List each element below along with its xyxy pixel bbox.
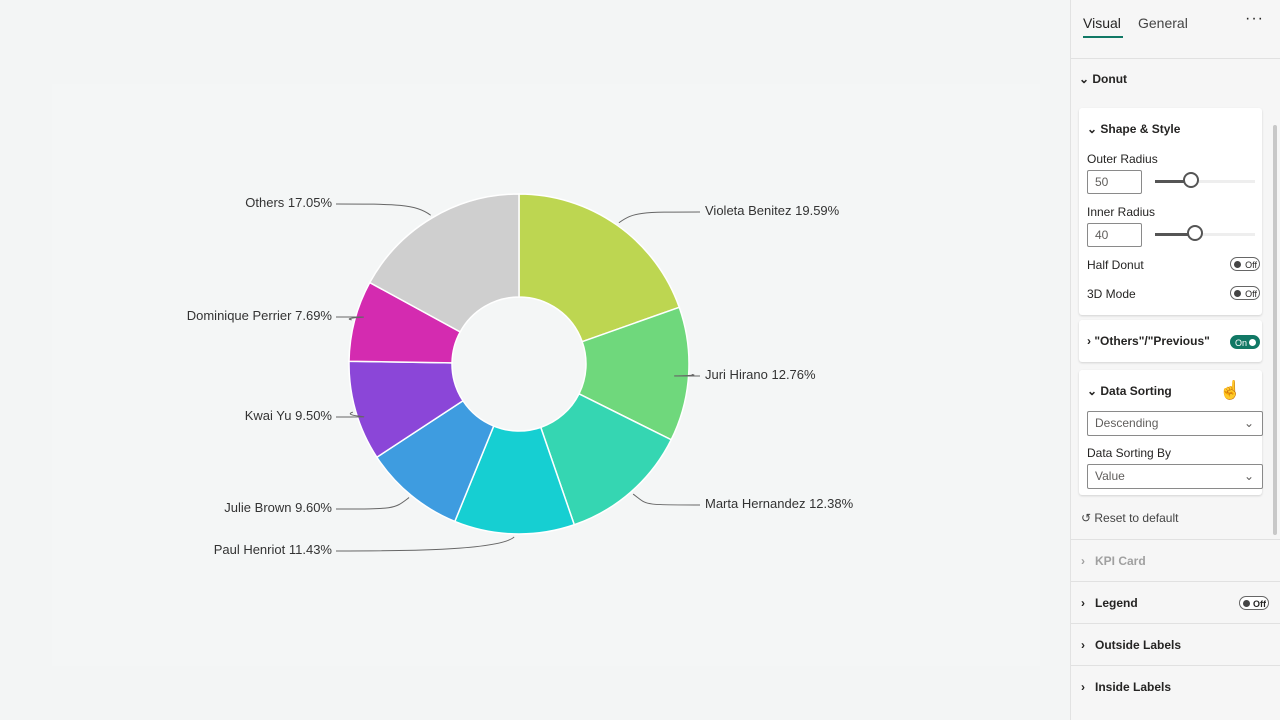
leader-line [335, 316, 364, 321]
label-name: Marta Hernandez [705, 496, 805, 511]
data-label: Marta Hernandez 12.38% [705, 496, 854, 511]
more-button[interactable]: ··· [1245, 10, 1264, 27]
section-title: KPI Card [1095, 554, 1146, 568]
donut-slice [577, 306, 690, 441]
toggle-state: On [1235, 338, 1248, 348]
donut-slice [518, 193, 681, 343]
card-title: "Others"/"Previous" [1094, 334, 1210, 348]
label-name: Paul Henriot [214, 542, 286, 557]
cursor: ☝ [1219, 380, 1242, 400]
slider-track[interactable] [1155, 233, 1255, 236]
section[interactable]: › KPI Card [1071, 539, 1280, 581]
field-label: Outer Radius [1087, 152, 1158, 166]
toggle-state: Off [1245, 289, 1257, 299]
card-header[interactable]: ⌄ Shape & Style [1087, 122, 1181, 136]
leader-line [335, 411, 365, 418]
card-header[interactable]: › "Others"/"Previous" [1087, 334, 1210, 348]
field-label: Data Sorting By [1087, 446, 1172, 460]
data-label: Julie Brown 9.60% [224, 500, 332, 515]
tab[interactable]: General [1138, 15, 1188, 31]
toggle[interactable]: On [1230, 335, 1260, 349]
toggle-state: Off [1245, 260, 1257, 270]
data-label: Others 17.05% [245, 195, 332, 210]
field-label: Half Donut [1087, 258, 1144, 272]
slider-track[interactable] [1155, 180, 1255, 183]
tab-underline [1083, 36, 1123, 38]
toggle[interactable]: Off [1230, 286, 1260, 300]
dropdown[interactable]: Value ⌄ [1087, 464, 1263, 489]
card: ⌄ Data Sorting Descending ⌄ Data Sorting … [1079, 370, 1263, 495]
data-label: Violeta Benitez 19.59% [705, 203, 840, 218]
data-label: Juri Hirano 12.76% [705, 367, 816, 382]
format-pane: Visual General ··· ⌄ Donut ⌄ Shape & Sty… [1070, 0, 1280, 720]
input-value: 40 [1095, 228, 1109, 242]
card-title: Shape & Style [1100, 122, 1181, 136]
reset-button[interactable]: ↺ Reset to default [1081, 511, 1179, 525]
label-name: Others [245, 195, 285, 210]
label-value: 9.60% [295, 500, 332, 515]
section-title: Inside Labels [1095, 680, 1172, 694]
number-input[interactable]: 50 [1087, 170, 1142, 194]
label-value: 9.50% [295, 408, 332, 423]
dropdown[interactable]: Descending ⌄ [1087, 411, 1263, 436]
data-label: Dominique Perrier 7.69% [187, 308, 333, 323]
chart: Violeta Benitez 19.59% Juri Hirano 12.76%… [52, 84, 1040, 666]
card: ⌄ Shape & Style Outer Radius 50 Inner Ra… [1079, 108, 1262, 315]
leader-line [335, 536, 515, 552]
card-header[interactable]: ⌄ Data Sorting [1087, 384, 1172, 398]
leader-line [632, 493, 701, 506]
label-value: 11.43% [289, 542, 333, 557]
divider [1071, 58, 1280, 59]
section[interactable]: › Inside Labels [1071, 665, 1280, 707]
toggle-state: Off [1253, 599, 1266, 609]
number-input[interactable]: 40 [1087, 223, 1142, 247]
dropdown-value: Value [1095, 469, 1125, 483]
dropdown-value: Descending [1095, 416, 1159, 430]
field-label: 3D Mode [1087, 287, 1136, 301]
section-title: Outside Labels [1095, 638, 1182, 652]
slider-thumb[interactable] [1187, 225, 1203, 241]
donut-slice [368, 193, 520, 333]
tab[interactable]: Visual [1083, 15, 1121, 31]
scrollbar[interactable] [1273, 125, 1277, 535]
section[interactable]: › Legend Off [1071, 581, 1280, 623]
label-name: Kwai Yu [245, 408, 292, 423]
slider-thumb[interactable] [1183, 172, 1199, 188]
leader-line [335, 203, 432, 216]
card-title: Data Sorting [1100, 384, 1172, 398]
field-label: Inner Radius [1087, 205, 1156, 219]
leader-line [335, 497, 410, 510]
data-label: Kwai Yu 9.50% [245, 408, 333, 423]
toggle[interactable]: Off [1239, 596, 1269, 610]
section[interactable]: › Outside Labels [1071, 623, 1280, 665]
label-value: 19.59% [795, 203, 840, 218]
label-name: Julie Brown [224, 500, 291, 515]
data-label: Paul Henriot 11.43% [214, 542, 333, 557]
input-value: 50 [1095, 175, 1109, 189]
section-title: Donut [1092, 72, 1128, 86]
section-title: Legend [1095, 596, 1138, 610]
label-name: Dominique Perrier [187, 308, 292, 323]
toggle[interactable]: Off [1230, 257, 1260, 271]
leader-line [674, 374, 701, 377]
label-name: Violeta Benitez [705, 203, 792, 218]
leader-line [618, 211, 701, 224]
section-header[interactable]: ⌄ Donut [1079, 72, 1128, 86]
card: › "Others"/"Previous" On [1079, 320, 1262, 362]
label-value: 12.38% [809, 496, 854, 511]
label-value: 7.69% [295, 308, 332, 323]
label-name: Juri Hirano [705, 367, 768, 382]
label-value: 17.05% [288, 195, 333, 210]
chart-area [52, 84, 1040, 666]
label-value: 12.76% [771, 367, 816, 382]
reset-label: Reset to default [1094, 511, 1179, 525]
donut-slice [539, 392, 673, 526]
